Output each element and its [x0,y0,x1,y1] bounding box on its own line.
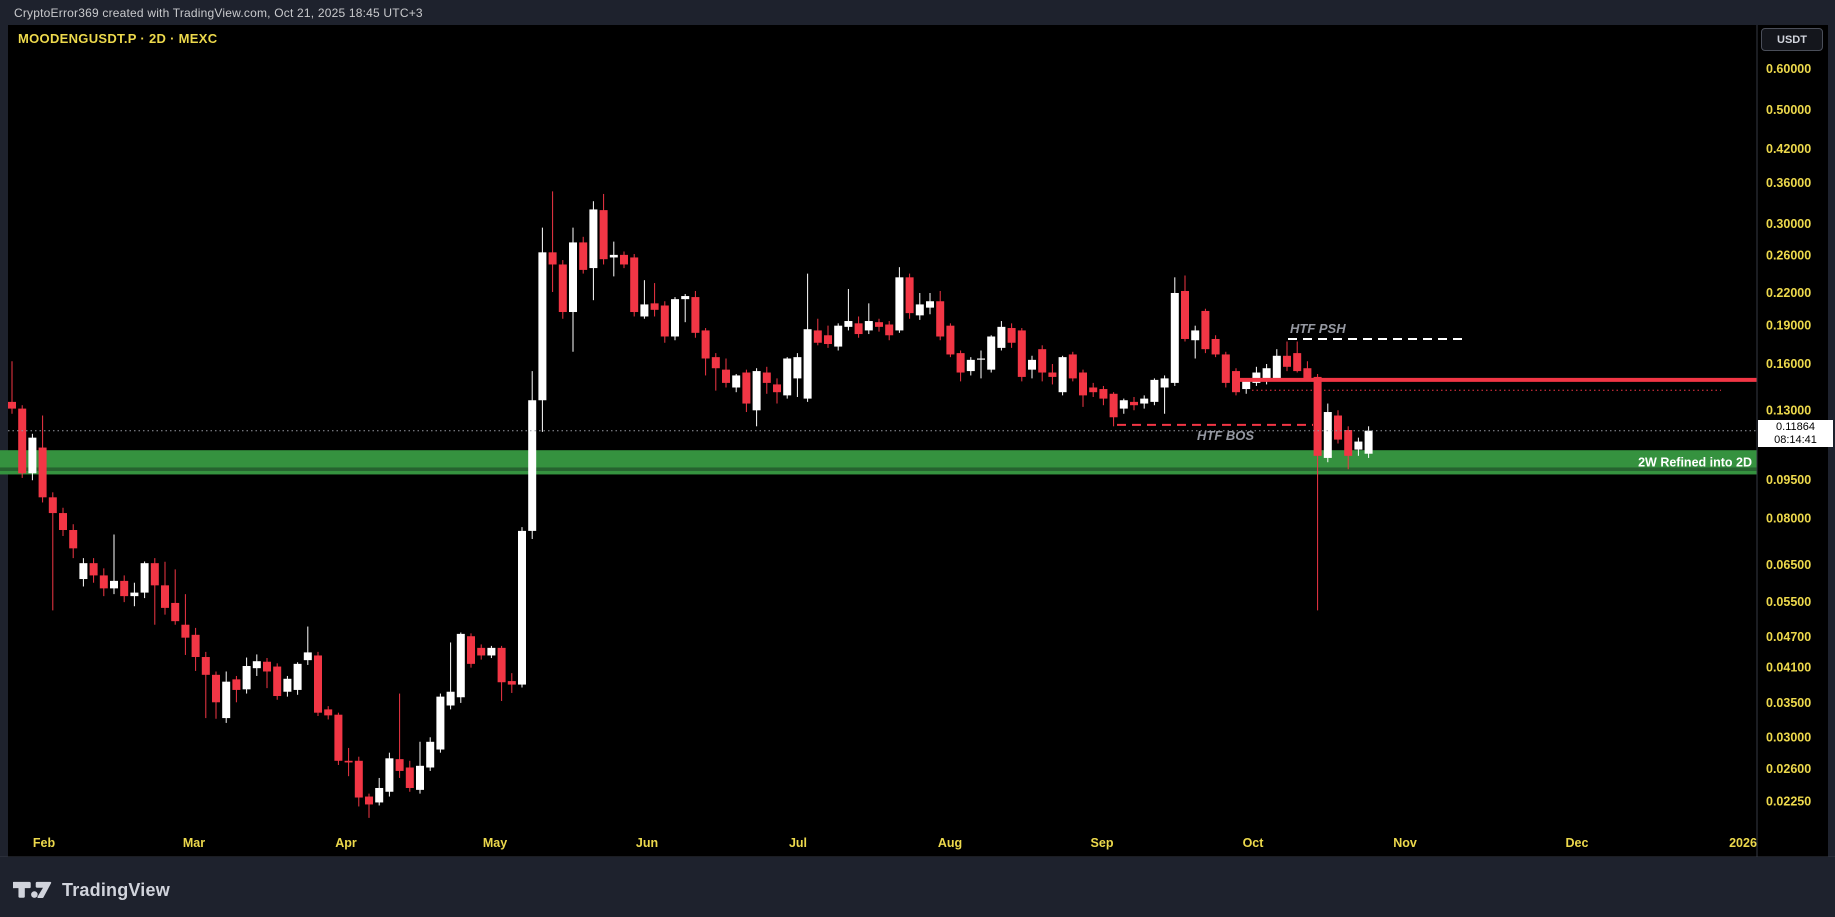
currency-toggle-button[interactable]: USDT [1761,28,1823,51]
footer-bar: TradingView [0,857,1835,917]
time-axis[interactable] [8,828,1757,857]
last-price-value: 0.11864 [1776,421,1815,433]
chart-pane-background [8,25,1828,857]
last-price-label: 0.11864 08:14:41 [1758,420,1833,447]
tradingview-logo-link[interactable]: TradingView [13,878,170,902]
symbol-legend[interactable]: MOODENGUSDT.P · 2D · MEXC [18,31,218,46]
attribution-text: CryptoError369 created with TradingView.… [14,5,423,20]
tradingview-logo-icon [13,881,52,899]
attribution-bar: CryptoError369 created with TradingView.… [0,0,1835,25]
bar-countdown: 08:14:41 [1774,434,1817,446]
tradingview-logo-text: TradingView [62,879,170,900]
